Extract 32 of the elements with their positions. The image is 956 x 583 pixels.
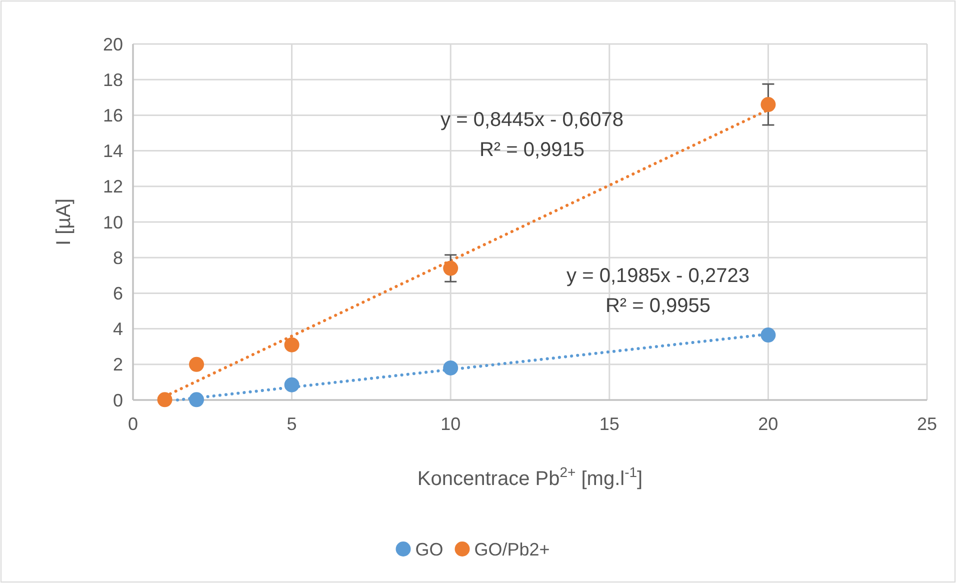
y-tick-label: 18 xyxy=(102,70,123,90)
y-axis-title: I [µA] xyxy=(53,198,75,246)
legend-label: GO/Pb2+ xyxy=(474,539,550,560)
y-tick-label: 20 xyxy=(102,34,123,54)
y-tick-label: 4 xyxy=(112,319,123,340)
x-tick-label: 25 xyxy=(916,414,938,434)
y-tick-label: 8 xyxy=(112,248,123,268)
annotation: y = 0,8445x - 0,6078 R² = 0,9915 xyxy=(440,109,624,161)
point xyxy=(157,392,172,408)
point xyxy=(189,356,204,372)
x-tick-label: 10 xyxy=(440,414,461,434)
y-tick-label: 6 xyxy=(112,284,123,304)
annotation: y = 0,1985x - 0,2723 R² = 0,9955 xyxy=(566,265,750,317)
x-tick-label: 0 xyxy=(128,414,138,434)
point xyxy=(189,392,204,408)
point xyxy=(760,97,776,112)
y-tick-label: 0 xyxy=(112,390,123,410)
y-tick-label: 2 xyxy=(112,354,123,375)
y-tick-label: 14 xyxy=(102,141,123,162)
y-tick-label: 10 xyxy=(102,212,123,232)
point xyxy=(760,328,776,343)
x-axis-title: Koncentrace Pb$^{2+}$ [mg.l$^{-1}$] xyxy=(417,464,643,490)
x-tick-label: 5 xyxy=(286,414,297,434)
y-tick-label: 16 xyxy=(102,106,123,126)
point xyxy=(284,337,300,352)
point xyxy=(284,377,300,392)
point xyxy=(443,260,458,276)
point xyxy=(443,360,458,376)
legend-label: GO xyxy=(415,539,444,560)
x-tick-label: 20 xyxy=(758,414,778,434)
x-tick-label: 15 xyxy=(599,414,620,434)
y-tick-label: 12 xyxy=(102,176,123,197)
